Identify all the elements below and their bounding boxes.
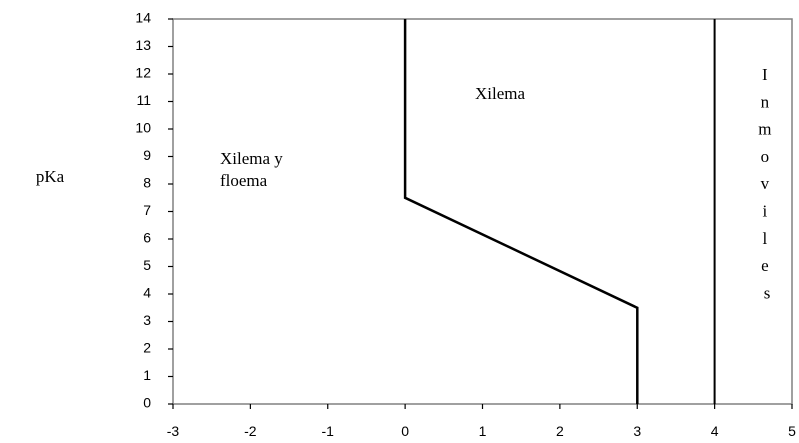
plot-frame bbox=[172, 18, 793, 405]
annotation-inmoviles-letter-9: s bbox=[764, 283, 771, 302]
x-tick-label: 4 bbox=[711, 423, 719, 439]
annotation-inmoviles-letter-2: n bbox=[761, 92, 770, 111]
annotation-xilema: Xilema bbox=[475, 84, 525, 103]
y-axis-label: pKa bbox=[36, 167, 65, 186]
annotation-xilema-y-floema: Xilema y floema bbox=[220, 149, 287, 190]
annotation-inmoviles-letter-5: v bbox=[761, 174, 770, 193]
x-tick-label: 1 bbox=[479, 423, 487, 439]
y-tick-label: 1 bbox=[143, 367, 151, 383]
x-tick-label: -2 bbox=[244, 423, 257, 439]
x-tick-label: 3 bbox=[633, 423, 641, 439]
y-tick-label: 13 bbox=[135, 37, 151, 53]
annotation-inmoviles-letter-6: i bbox=[763, 202, 768, 221]
annotation-inmoviles: I n m o v i l e s bbox=[758, 65, 775, 302]
annotation-inmoviles-letter-7: l bbox=[763, 229, 768, 248]
y-tick-label: 3 bbox=[143, 312, 151, 328]
x-tick-label: -3 bbox=[167, 423, 180, 439]
x-tick-label: 2 bbox=[556, 423, 564, 439]
y-tick-label: 10 bbox=[135, 120, 151, 136]
annotation-xilema-y-floema-line-2: floema bbox=[220, 171, 268, 190]
y-tick-label: 9 bbox=[143, 147, 151, 163]
y-tick-label: 11 bbox=[136, 92, 151, 108]
series-layer bbox=[403, 19, 716, 404]
x-tick-label: 5 bbox=[788, 423, 796, 439]
x-tick-label: -1 bbox=[322, 423, 335, 439]
y-tick-label: 14 bbox=[135, 10, 151, 26]
y-tick-label: 0 bbox=[143, 395, 151, 411]
annotation-inmoviles-letter-4: o bbox=[761, 147, 770, 166]
series-line-1 bbox=[403, 19, 639, 404]
y-tick-label: 12 bbox=[135, 65, 151, 81]
y-tick-label: 6 bbox=[143, 230, 151, 246]
annotation-inmoviles-letter-3: m bbox=[758, 120, 771, 139]
y-tick-label: 7 bbox=[143, 202, 151, 218]
y-tick-label: 2 bbox=[143, 340, 151, 356]
annotation-inmoviles-letter-8: e bbox=[761, 256, 769, 275]
y-tick-label: 5 bbox=[143, 257, 151, 273]
annotation-xilema-y-floema-line-1: Xilema y bbox=[220, 149, 283, 168]
annotations: Xilema y floema Xilema I n m o v i l e s bbox=[220, 65, 775, 302]
annotation-inmoviles-letter-1: I bbox=[762, 65, 768, 84]
y-tick-label: 8 bbox=[143, 175, 151, 191]
x-tick-label: 0 bbox=[401, 423, 409, 439]
x-axis: -3 -2 -1 0 1 2 3 4 5 bbox=[167, 404, 796, 439]
y-tick-label: 4 bbox=[143, 285, 151, 301]
